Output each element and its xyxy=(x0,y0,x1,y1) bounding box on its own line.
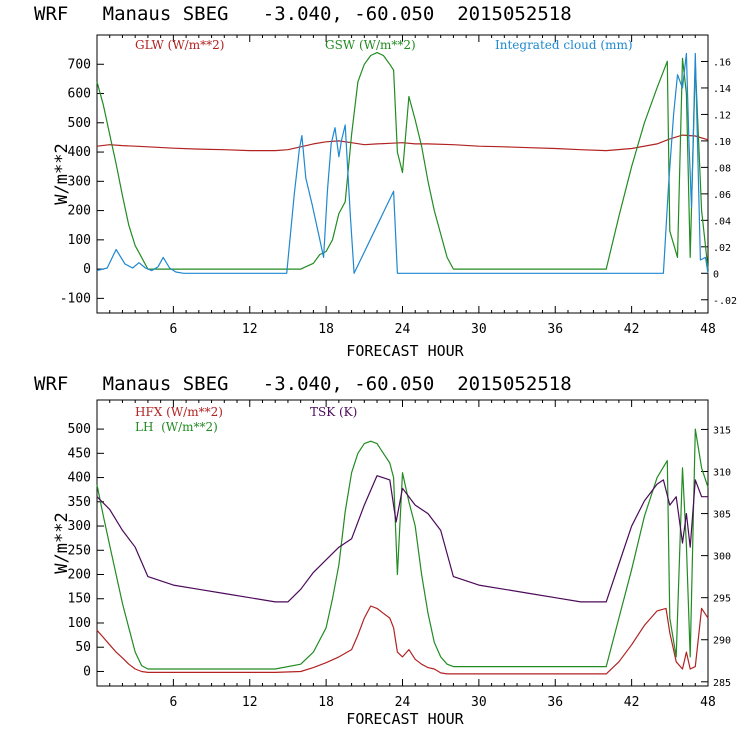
bottom-panel: WRF Manaus SBEG -3.040, -60.050 20150525… xyxy=(34,373,731,728)
x-tick-label: 36 xyxy=(547,695,563,710)
top-y2-axis: -.02 0 .02 .04 .06 .08 .10 .12 .14 .16 xyxy=(701,57,737,307)
y2-tick-label: .04 xyxy=(713,216,731,227)
y2-tick-label: .02 xyxy=(713,243,731,254)
top-plot-frame xyxy=(96,34,709,314)
top-legend-gsw: GSW (W/m**2) xyxy=(325,38,416,52)
bottom-series-lines xyxy=(96,428,709,675)
x-tick-label: 30 xyxy=(471,695,487,710)
y-tick-label: 0 xyxy=(83,262,91,277)
bottom-x-axis: 6 12 18 24 30 36 42 48 xyxy=(109,400,716,710)
y2-tick-label: 300 xyxy=(713,552,731,563)
x-tick-label: 42 xyxy=(624,695,640,710)
bottom-y2-axis: 285 290 295 300 305 310 315 xyxy=(701,425,731,689)
y2-tick-label: 295 xyxy=(713,594,731,605)
y-tick-label: 600 xyxy=(68,87,91,102)
y-tick-label: 200 xyxy=(68,568,91,583)
y-tick-label: 350 xyxy=(68,495,91,510)
y2-tick-label: 315 xyxy=(713,425,731,436)
y-tick-label: 150 xyxy=(68,592,91,607)
y2-tick-label: .14 xyxy=(713,84,731,95)
y2-tick-label: .12 xyxy=(713,110,731,121)
y2-tick-label: .16 xyxy=(713,57,731,68)
bottom-legend-lh: LH (W/m**2) xyxy=(135,420,218,434)
y-tick-label: 300 xyxy=(68,174,91,189)
y2-tick-label: 290 xyxy=(713,636,731,647)
top-legend-glw: GLW (W/m**2) xyxy=(135,38,224,52)
y-tick-label: 250 xyxy=(68,543,91,558)
x-tick-label: 48 xyxy=(700,695,716,710)
y-tick-label: 500 xyxy=(68,422,91,437)
series-line-gsw xyxy=(96,51,709,270)
y-tick-label: 100 xyxy=(68,233,91,248)
bottom-chart-title: WRF Manaus SBEG -3.040, -60.050 20150525… xyxy=(34,373,572,395)
y2-tick-label: 305 xyxy=(713,510,731,521)
y2-tick-label: .06 xyxy=(713,190,731,201)
x-tick-label: 18 xyxy=(318,695,334,710)
series-line-tsk xyxy=(96,475,708,603)
y2-tick-label: .10 xyxy=(713,137,731,148)
top-chart-title: WRF Manaus SBEG -3.040, -60.050 20150525… xyxy=(34,3,572,25)
y2-tick-label: -.02 xyxy=(713,296,737,307)
x-tick-label: 42 xyxy=(624,322,640,337)
y-tick-label: 500 xyxy=(68,116,91,131)
top-series-lines xyxy=(96,51,709,274)
bottom-y-axis: 0 50 100 150 200 250 300 350 400 450 500 xyxy=(68,422,104,679)
x-tick-label: 36 xyxy=(547,322,563,337)
x-tick-label: 24 xyxy=(395,695,411,710)
y-tick-label: 50 xyxy=(75,640,91,655)
series-line-glw xyxy=(96,134,709,152)
top-y-axis-label: W/m**2 xyxy=(52,143,72,204)
y2-tick-label: 285 xyxy=(713,678,731,689)
x-tick-label: 6 xyxy=(169,322,177,337)
x-tick-label: 30 xyxy=(471,322,487,337)
series-line-hfx xyxy=(96,605,709,675)
top-x-axis: 6 12 18 24 30 36 42 48 xyxy=(109,35,716,337)
top-panel: WRF Manaus SBEG -3.040, -60.050 20150525… xyxy=(34,3,737,360)
y2-tick-label: 0 xyxy=(713,269,719,280)
series-line-integrated xyxy=(96,52,709,274)
x-tick-label: 6 xyxy=(169,695,177,710)
bottom-y-axis-label: W/m**2 xyxy=(52,512,72,573)
bottom-legend-tsk: TSK (K) xyxy=(310,405,357,419)
y-tick-label: 100 xyxy=(68,616,91,631)
y-tick-label: 400 xyxy=(68,471,91,486)
y-tick-label: 300 xyxy=(68,519,91,534)
y2-tick-label: 310 xyxy=(713,468,731,479)
y-tick-label: 400 xyxy=(68,145,91,160)
bottom-x-axis-label: FORECAST HOUR xyxy=(346,710,464,728)
y-tick-label: 200 xyxy=(68,204,91,219)
bottom-legend-hfx: HFX (W/m**2) xyxy=(135,405,223,419)
top-y-axis: -100 0 100 200 300 400 500 600 700 xyxy=(60,57,104,306)
x-tick-label: 18 xyxy=(318,322,334,337)
top-x-axis-label: FORECAST HOUR xyxy=(346,342,464,360)
x-tick-label: 48 xyxy=(700,322,716,337)
x-tick-label: 12 xyxy=(242,695,258,710)
top-legend-cloud: Integrated cloud (mm) xyxy=(495,38,633,52)
y-tick-label: 450 xyxy=(68,446,91,461)
x-tick-label: 24 xyxy=(395,322,411,337)
y-tick-label: 0 xyxy=(83,664,91,679)
y-tick-label: -100 xyxy=(60,291,91,306)
bottom-plot-frame xyxy=(96,399,709,687)
x-tick-label: 12 xyxy=(242,322,258,337)
y-tick-label: 700 xyxy=(68,57,91,72)
y2-tick-label: .08 xyxy=(713,163,731,174)
series-line-lh xyxy=(96,428,709,670)
